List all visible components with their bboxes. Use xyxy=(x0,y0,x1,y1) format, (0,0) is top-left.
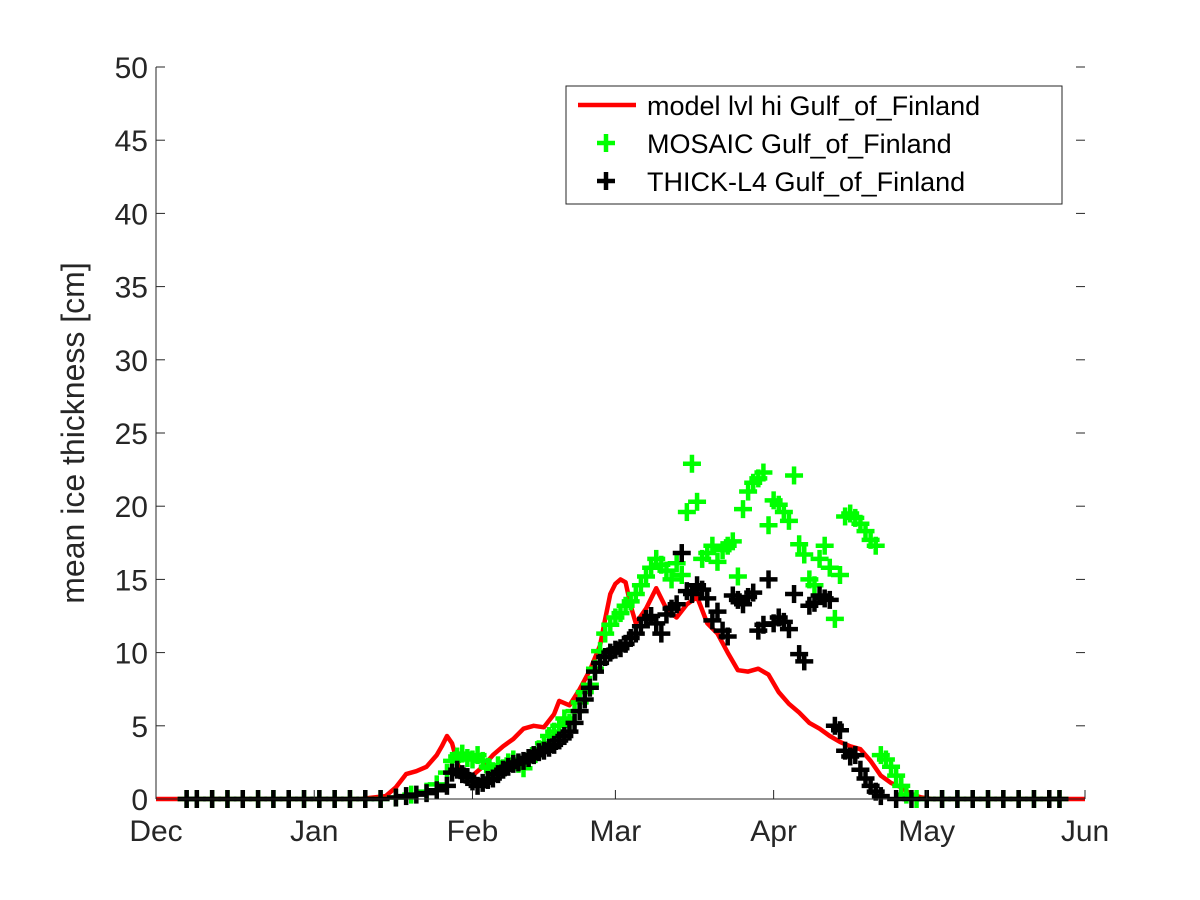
data-point xyxy=(871,787,890,806)
y-tick-label: 10 xyxy=(115,638,148,671)
data-point xyxy=(708,602,727,621)
data-point xyxy=(565,713,584,732)
data-point xyxy=(677,503,696,522)
x-tick-label: May xyxy=(898,815,955,848)
data-point xyxy=(580,678,599,697)
data-point xyxy=(866,536,885,555)
data-point xyxy=(815,536,834,555)
data-point xyxy=(703,536,722,555)
legend-box xyxy=(565,85,1063,205)
x-tick-label: Dec xyxy=(129,815,182,848)
y-tick-label: 0 xyxy=(131,784,148,817)
data-point xyxy=(662,570,681,589)
data-point xyxy=(723,532,742,551)
data-point xyxy=(795,652,814,671)
legend: model lvl hi Gulf_of_Finland MOSAIC Gulf_… xyxy=(565,85,1063,205)
legend-item: model lvl hi Gulf_of_Finland xyxy=(578,91,980,121)
y-tick-label: 25 xyxy=(115,418,148,451)
data-point xyxy=(575,690,594,709)
data-point xyxy=(647,614,666,633)
data-point xyxy=(688,492,707,511)
data-point xyxy=(887,766,906,785)
y-tick-label: 15 xyxy=(115,564,148,597)
x-tick-label: Apr xyxy=(750,815,797,848)
data-point xyxy=(795,545,814,564)
legend-label: THICK-L4 Gulf_of_Finland xyxy=(647,167,965,197)
legend-item: THICK-L4 Gulf_of_Finland xyxy=(597,167,965,197)
legend-label: MOSAIC Gulf_of_Finland xyxy=(647,129,952,159)
ticks-layer: 0 5 10 15 20 25 30 35 40 45 50 Dec Jan Feb Mar Apr May Ju… xyxy=(115,52,1110,848)
y-tick-label: 45 xyxy=(115,125,148,158)
data-point xyxy=(785,585,804,604)
data-point xyxy=(790,535,809,554)
legend-label: model lvl hi Gulf_of_Finland xyxy=(647,91,980,121)
data-point xyxy=(672,566,691,585)
y-tick-label: 40 xyxy=(115,198,148,231)
legend-marker-swatch xyxy=(597,172,615,190)
data-point xyxy=(427,781,446,800)
y-tick-label: 35 xyxy=(115,272,148,305)
data-point xyxy=(672,544,691,563)
y-tick-label: 5 xyxy=(131,711,148,744)
data-point xyxy=(810,549,829,568)
y-tick-label: 30 xyxy=(115,345,148,378)
legend-item: MOSAIC Gulf_of_Finland xyxy=(597,129,952,159)
data-point xyxy=(652,624,671,643)
data-point xyxy=(779,511,798,530)
data-point xyxy=(759,570,778,589)
y-tick-label: 20 xyxy=(115,491,148,524)
data-point xyxy=(830,566,849,585)
data-point xyxy=(437,776,456,795)
x-tick-label: Jan xyxy=(290,815,338,848)
data-point xyxy=(785,466,804,485)
x-tick-label: Jun xyxy=(1061,815,1109,848)
data-point xyxy=(570,702,589,721)
data-point xyxy=(805,576,824,595)
data-point xyxy=(734,500,753,519)
data-point xyxy=(708,552,727,571)
data-point xyxy=(667,595,686,614)
data-point xyxy=(830,721,849,740)
legend-marker-swatch xyxy=(597,134,615,152)
x-tick-label: Mar xyxy=(590,815,642,848)
data-point xyxy=(779,620,798,639)
y-tick-label: 50 xyxy=(115,52,148,85)
data-point xyxy=(820,558,839,577)
data-point xyxy=(825,609,844,628)
data-point xyxy=(682,454,701,473)
data-point xyxy=(667,554,686,573)
data-point xyxy=(820,590,839,609)
data-point xyxy=(698,589,717,608)
y-axis-label: mean ice thickness [cm] xyxy=(55,262,91,603)
data-point xyxy=(759,516,778,535)
x-tick-label: Feb xyxy=(447,815,499,848)
data-point xyxy=(728,567,747,586)
data-point xyxy=(744,583,763,602)
data-point xyxy=(754,463,773,482)
data-point xyxy=(846,746,865,765)
data-point xyxy=(718,627,737,646)
